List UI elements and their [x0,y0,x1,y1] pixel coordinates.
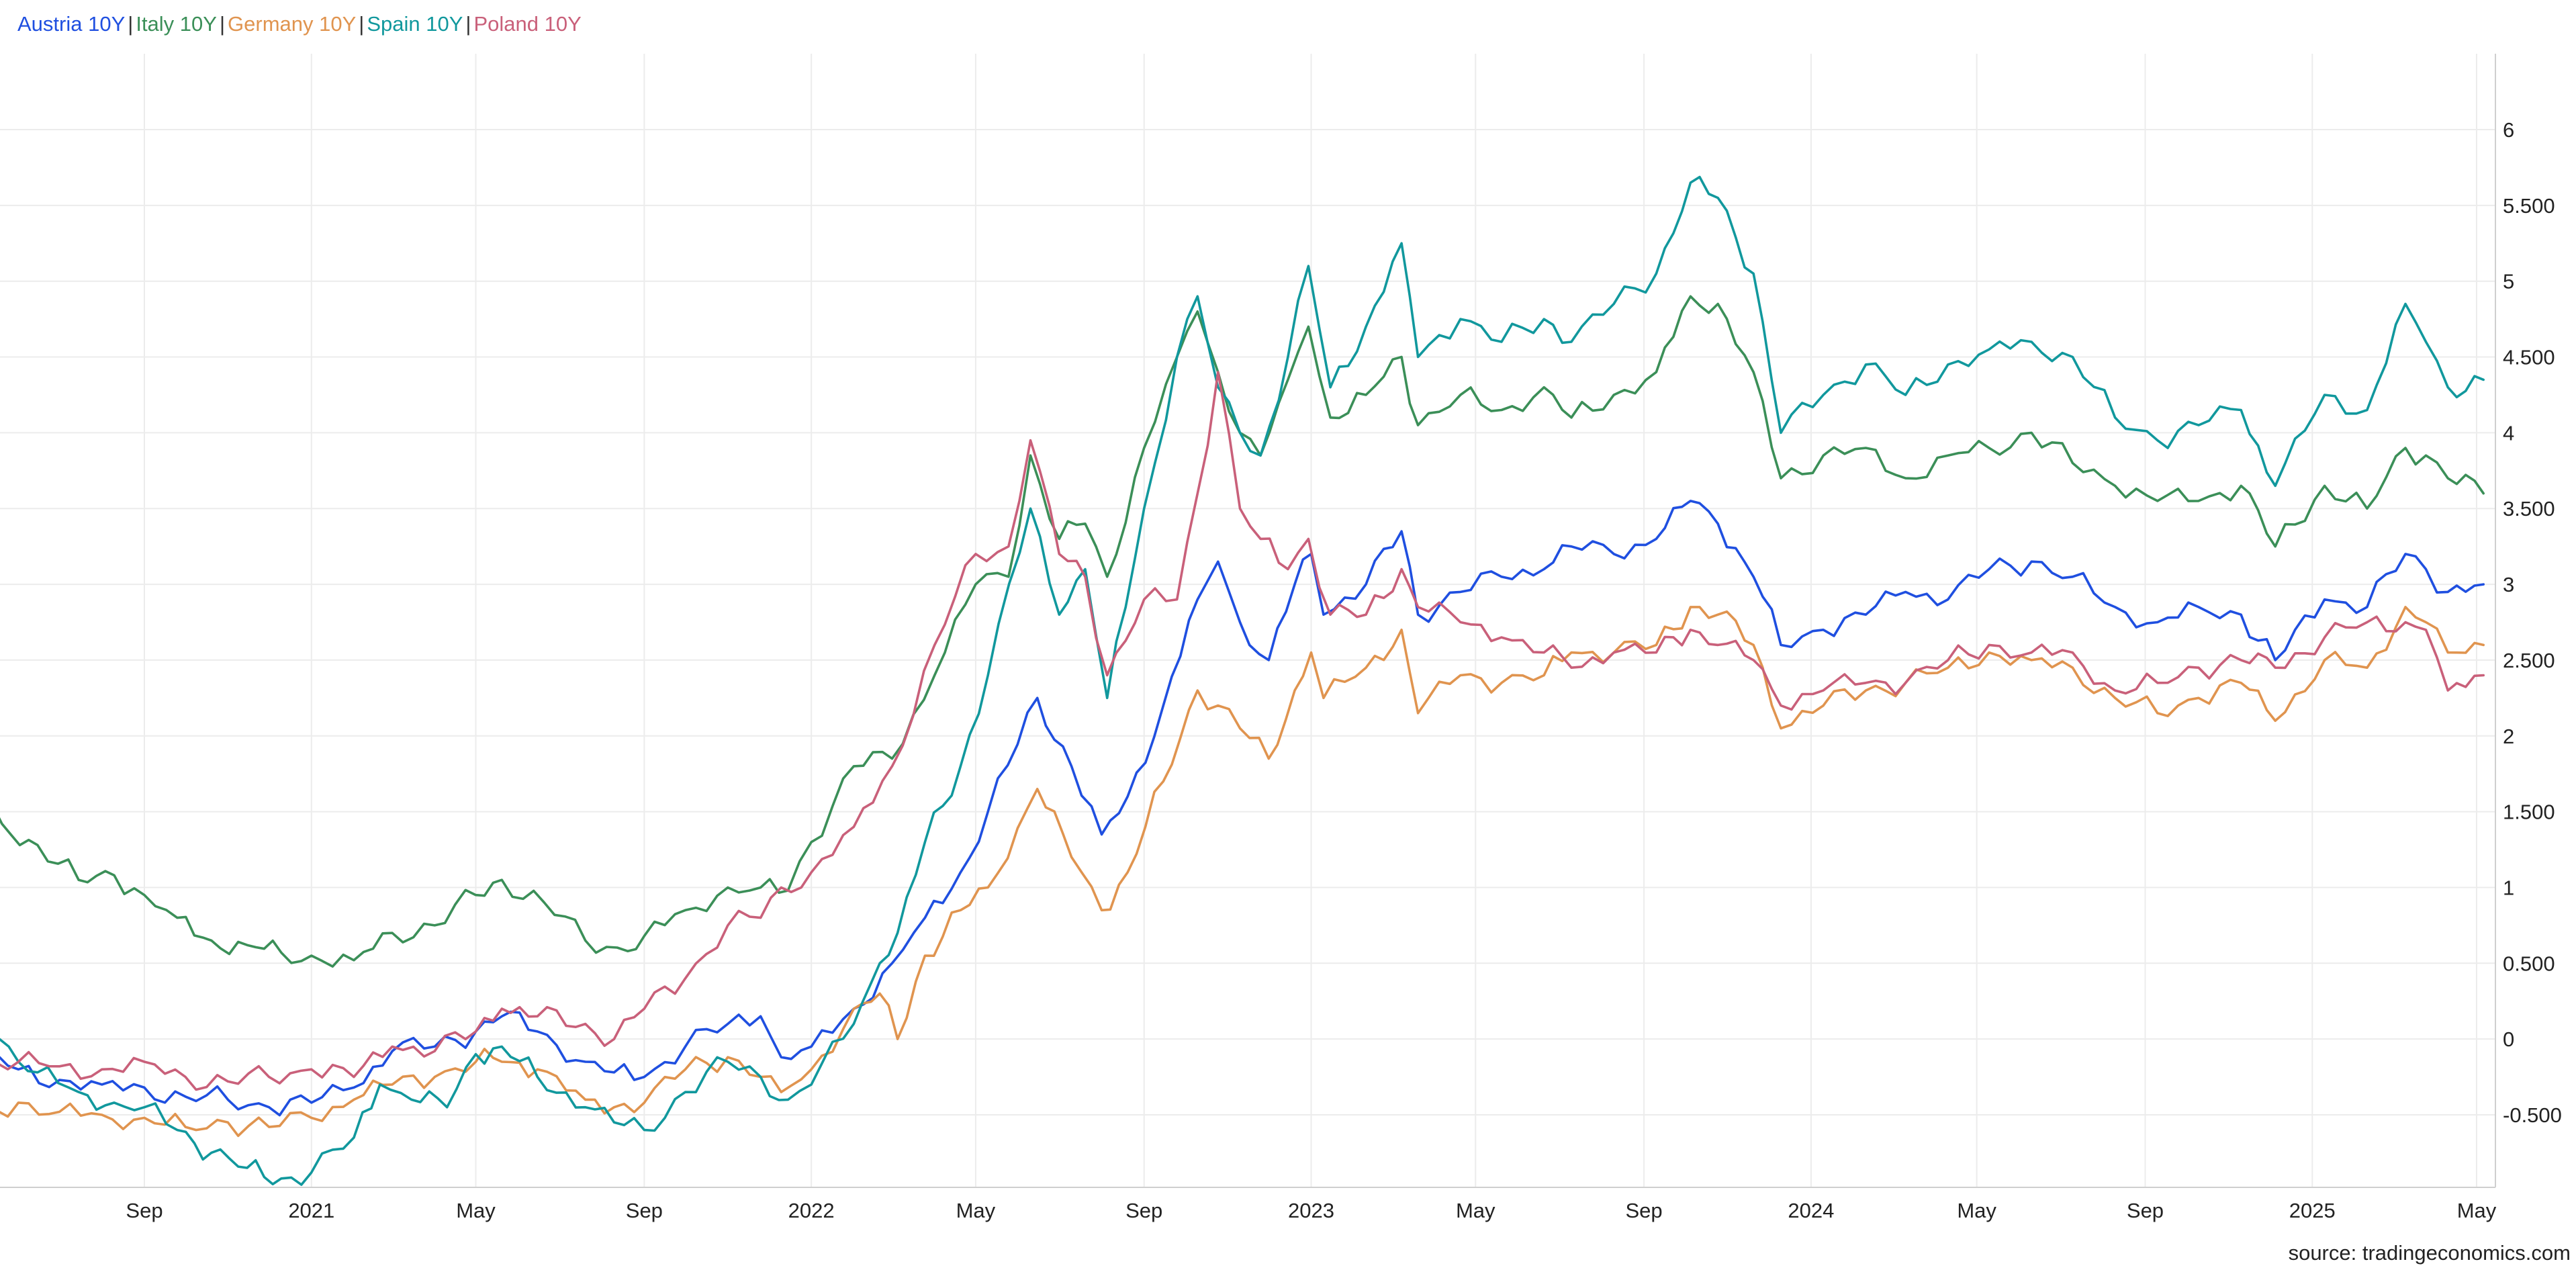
legend-separator: | [128,12,134,36]
y-tick-label: 3.500 [2503,497,2555,520]
x-tick-label: May [456,1199,496,1222]
series-lines [0,175,2485,1186]
x-tick-label: 2024 [1788,1199,1834,1222]
x-tick-label: 2022 [788,1199,835,1222]
series-line-poland [0,371,2485,1091]
x-tick-label: Sep [126,1199,163,1222]
grid-lines [0,54,2496,1188]
x-tick-label: May [956,1199,996,1222]
x-tick-label: May [2457,1199,2497,1222]
y-tick-label: 5.500 [2503,194,2555,218]
y-tick-label: 4 [2503,421,2514,445]
x-tick-label: Sep [626,1199,663,1222]
series-line-spain [0,175,2485,1186]
x-tick-label: Sep [2127,1199,2164,1222]
legend-separator: | [359,12,365,36]
legend-item-italy[interactable]: Italy 10Y [136,12,217,36]
legend-item-austria[interactable]: Austria 10Y [17,12,126,36]
x-tick-label: Sep [1625,1199,1662,1222]
y-tick-label: 1.500 [2503,801,2555,824]
y-tick-label: 3 [2503,573,2514,596]
series-line-austria [0,500,2485,1117]
x-tick-label: 2023 [1288,1199,1334,1222]
legend-item-germany[interactable]: Germany 10Y [228,12,357,36]
y-tick-label: 2.500 [2503,649,2555,672]
y-tick-label: 4.500 [2503,346,2555,369]
y-axis: 6 5.500 5 4.500 4 3.500 3 2.500 2 1.500 1 0.500 0 -0.… [2503,118,2562,1127]
series-line-germany [0,606,2485,1138]
x-tick-label: 2025 [2289,1199,2336,1222]
chart-legend: Austria 10Y | Italy 10Y | Germany 10Y | Spain … [17,12,582,36]
legend-item-poland[interactable]: Poland 10Y [473,12,582,36]
x-tick-label: 2021 [288,1199,334,1222]
y-tick-label: 0 [2503,1028,2514,1051]
x-tick-label: May [1957,1199,1996,1222]
y-tick-label: -0.500 [2503,1103,2562,1127]
series-line-italy [0,295,2485,968]
x-tick-label: Sep [1125,1199,1162,1222]
legend-item-spain[interactable]: Spain 10Y [367,12,463,36]
y-tick-label: 6 [2503,118,2514,142]
legend-separator: | [465,12,471,36]
y-tick-label: 1 [2503,876,2514,899]
x-tick-label: May [1456,1199,1496,1222]
source-label: source: tradingeconomics.com [2288,1241,2571,1265]
y-tick-label: 0.500 [2503,952,2555,975]
y-tick-label: 5 [2503,270,2514,293]
x-axis: Sep 2021 May Sep 2022 May Sep 2023 May Sep 2024 May… [126,1199,2496,1222]
legend-separator: | [219,12,226,36]
y-tick-label: 2 [2503,725,2514,748]
